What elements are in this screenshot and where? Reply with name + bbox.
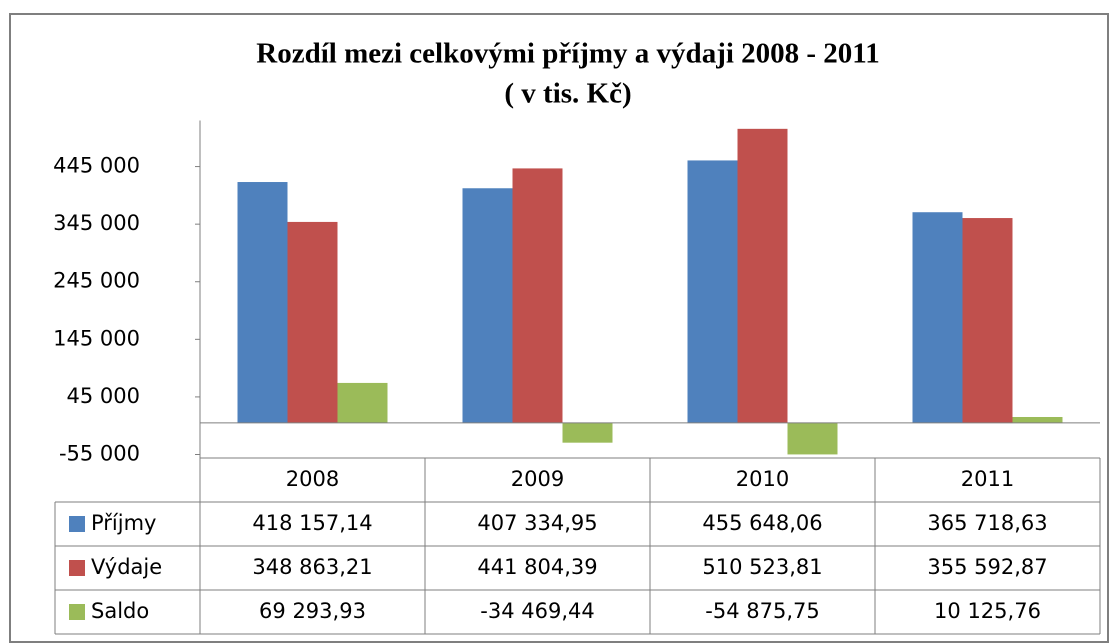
legend-label: Saldo xyxy=(91,599,149,623)
y-tick-label: -55 000 xyxy=(59,442,140,466)
bar xyxy=(562,422,613,443)
table-cell: 348 863,21 xyxy=(252,555,372,579)
x-tick-label: 2008 xyxy=(286,467,339,491)
bar xyxy=(737,128,788,423)
table-cell: -34 469,44 xyxy=(480,599,594,623)
table-cell: 355 592,87 xyxy=(927,555,1047,579)
bar xyxy=(512,168,563,423)
y-tick-label: 445 000 xyxy=(53,154,140,178)
chart-title: Rozdíl mezi celkovými příjmy a výdaji 20… xyxy=(256,38,879,70)
table-cell: 69 293,93 xyxy=(259,599,366,623)
legend-swatch xyxy=(69,516,85,532)
table-cell: 10 125,76 xyxy=(934,599,1041,623)
table-cell: -54 875,75 xyxy=(705,599,819,623)
bar xyxy=(462,188,513,423)
y-tick-label: 345 000 xyxy=(53,211,140,235)
y-tick-label: 245 000 xyxy=(53,269,140,293)
legend-swatch xyxy=(69,560,85,576)
table-cell: 365 718,63 xyxy=(927,511,1047,535)
legend-label: Příjmy xyxy=(91,511,156,535)
bar xyxy=(237,182,288,423)
bar xyxy=(1012,416,1063,423)
y-tick-label: 145 000 xyxy=(53,326,140,350)
bar xyxy=(962,218,1013,423)
legend-swatch xyxy=(69,604,85,620)
legend-label: Výdaje xyxy=(91,555,162,579)
bar xyxy=(787,422,838,455)
x-tick-label: 2010 xyxy=(736,467,789,491)
bar xyxy=(912,212,963,423)
bar xyxy=(687,160,738,423)
bar xyxy=(287,221,338,423)
x-tick-label: 2009 xyxy=(511,467,564,491)
chart-subtitle: ( v tis. Kč) xyxy=(504,78,631,110)
table-cell: 441 804,39 xyxy=(477,555,597,579)
y-tick-label: 45 000 xyxy=(67,384,140,408)
table-cell: 455 648,06 xyxy=(702,511,822,535)
table-cell: 407 334,95 xyxy=(477,511,597,535)
x-tick-label: 2011 xyxy=(961,467,1014,491)
bar xyxy=(337,382,388,423)
table-cell: 418 157,14 xyxy=(252,511,372,535)
table-cell: 510 523,81 xyxy=(702,555,822,579)
